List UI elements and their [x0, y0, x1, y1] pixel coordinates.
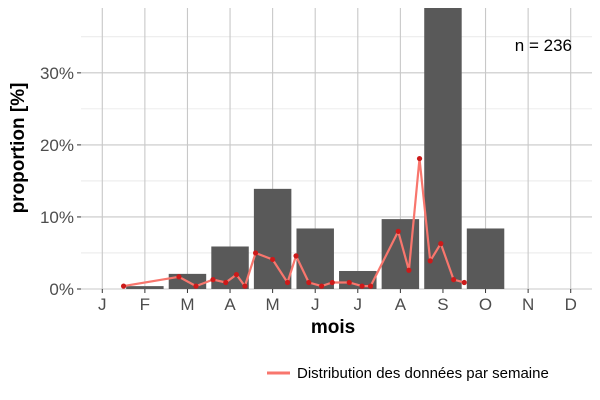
weekly-point — [233, 271, 240, 278]
x-axis-title: mois — [311, 317, 355, 338]
weekly-point — [367, 283, 374, 289]
sample-size-annotation: n = 236 — [515, 36, 572, 55]
weekly-point — [461, 279, 467, 286]
y-tick-label: 20% — [40, 136, 74, 155]
weekly-point — [270, 256, 276, 263]
weekly-point — [120, 283, 127, 289]
weekly-points — [120, 155, 467, 289]
weekly-point — [451, 277, 457, 283]
y-tick-label: 30% — [40, 64, 74, 83]
weekly-point — [395, 228, 401, 234]
x-tick-label: M — [266, 295, 280, 314]
bar — [296, 228, 334, 289]
bars — [126, 8, 505, 289]
x-tick-label: J — [311, 295, 320, 314]
weekly-point — [242, 283, 248, 289]
weekly-point — [359, 283, 365, 289]
weekly-point — [329, 279, 335, 286]
weekly-point — [176, 274, 182, 280]
weekly-point — [318, 283, 325, 289]
weekly-point — [306, 279, 312, 286]
weekly-point — [346, 279, 352, 286]
weekly-point — [438, 241, 444, 247]
x-tick-label: S — [437, 295, 448, 314]
weekly-point — [416, 155, 423, 162]
legend-label: Distribution des données par semaine — [297, 365, 549, 382]
y-tick-label: 0% — [49, 280, 74, 299]
y-axis-ticks: 0% 10% 20% 30% — [40, 64, 81, 299]
bar — [253, 188, 292, 289]
weekly-point — [210, 277, 216, 283]
x-tick-label: A — [224, 295, 236, 314]
weekly-point — [223, 279, 229, 286]
legend: Distribution des données par semaine — [267, 365, 549, 382]
weekly-point — [427, 258, 433, 264]
y-axis-title: proportion [%] — [8, 83, 29, 214]
x-tick-label: J — [354, 295, 363, 314]
x-tick-label: N — [522, 295, 534, 314]
weekly-point — [406, 267, 412, 273]
weekly-point — [293, 253, 299, 259]
x-tick-label: M — [180, 295, 194, 314]
x-tick-label: F — [140, 295, 150, 314]
y-tick-label: 10% — [40, 208, 74, 227]
x-tick-label: O — [479, 295, 492, 314]
weekly-point — [284, 279, 291, 286]
x-tick-label: J — [98, 295, 107, 314]
weekly-point — [193, 283, 199, 289]
bar — [126, 286, 164, 289]
x-tick-label: D — [565, 295, 577, 314]
x-tick-label: A — [395, 295, 407, 314]
bar — [466, 228, 505, 289]
weekly-point — [252, 250, 259, 256]
